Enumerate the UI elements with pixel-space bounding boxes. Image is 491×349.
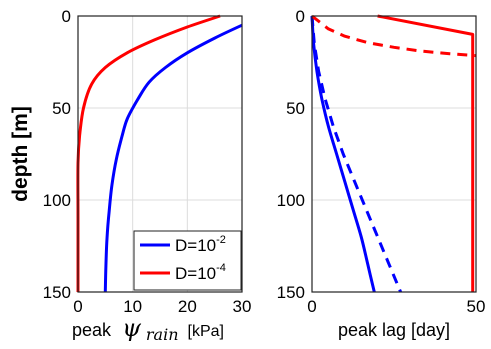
x-tick-label: 0 [307, 297, 316, 316]
panel-left: 0 10 20 30 0 50 100 150 depth [m] peak ψ rain … [9, 7, 251, 344]
x-axis-label-right: peak lag [day] [338, 320, 450, 340]
x-ticks-left: 0 10 20 30 [73, 297, 251, 316]
y-tick-label: 0 [296, 7, 305, 26]
x-label-prefix: peak [72, 320, 112, 340]
x-tick-label: 30 [233, 297, 252, 316]
axes-frame-right [311, 15, 477, 293]
y-tick-label: 50 [286, 99, 305, 118]
x-ticks-right: 0 50 [307, 297, 485, 316]
y-tick-label: 150 [43, 283, 71, 302]
x-tick-label: 0 [73, 297, 82, 316]
y-ticks-right: 0 50 100 150 [277, 7, 305, 302]
x-tick-label: 20 [178, 297, 197, 316]
y-tick-label: 100 [43, 191, 71, 210]
x-axis-label-left: peak ψ rain [kPa] [72, 314, 224, 344]
legend-label-d4-exponent: -4 [216, 262, 226, 274]
series-right [310, 14, 477, 293]
x-tick-label: 10 [123, 297, 142, 316]
x-label-unit: [kPa] [188, 323, 224, 340]
legend-label-d2: D=10-2 [175, 234, 226, 255]
y-axis-label: depth [m] [9, 106, 32, 202]
panel-right: 0 50 0 50 100 150 peak lag [day] [277, 7, 486, 340]
legend-label-d4-base: D=10 [175, 264, 216, 283]
legend-label-d4: D=10-4 [175, 262, 226, 283]
series-line-blue-solid [310, 15, 376, 293]
y-tick-label: 50 [52, 99, 71, 118]
series-line-blue-solid [103, 23, 243, 293]
series-line-blue-dashed [310, 15, 402, 293]
y-tick-label: 100 [277, 191, 305, 210]
legend: D=10-2 D=10-4 [133, 230, 242, 291]
x-label-subscript: rain [146, 325, 179, 344]
legend-box [133, 230, 242, 291]
legend-label-d2-exponent: -2 [216, 234, 226, 246]
series-line-red-dashed [311, 14, 477, 58]
psi-symbol: ψ [122, 314, 142, 342]
y-tick-label: 0 [62, 7, 71, 26]
x-tick-label: 50 [467, 297, 486, 316]
y-ticks-left: 0 50 100 150 [43, 7, 71, 302]
legend-label-d2-base: D=10 [175, 236, 216, 255]
y-tick-label: 150 [277, 283, 305, 302]
axes-frame-left [77, 15, 243, 293]
series-line-red-solid [377, 14, 475, 292]
plot-area-right [312, 16, 476, 292]
